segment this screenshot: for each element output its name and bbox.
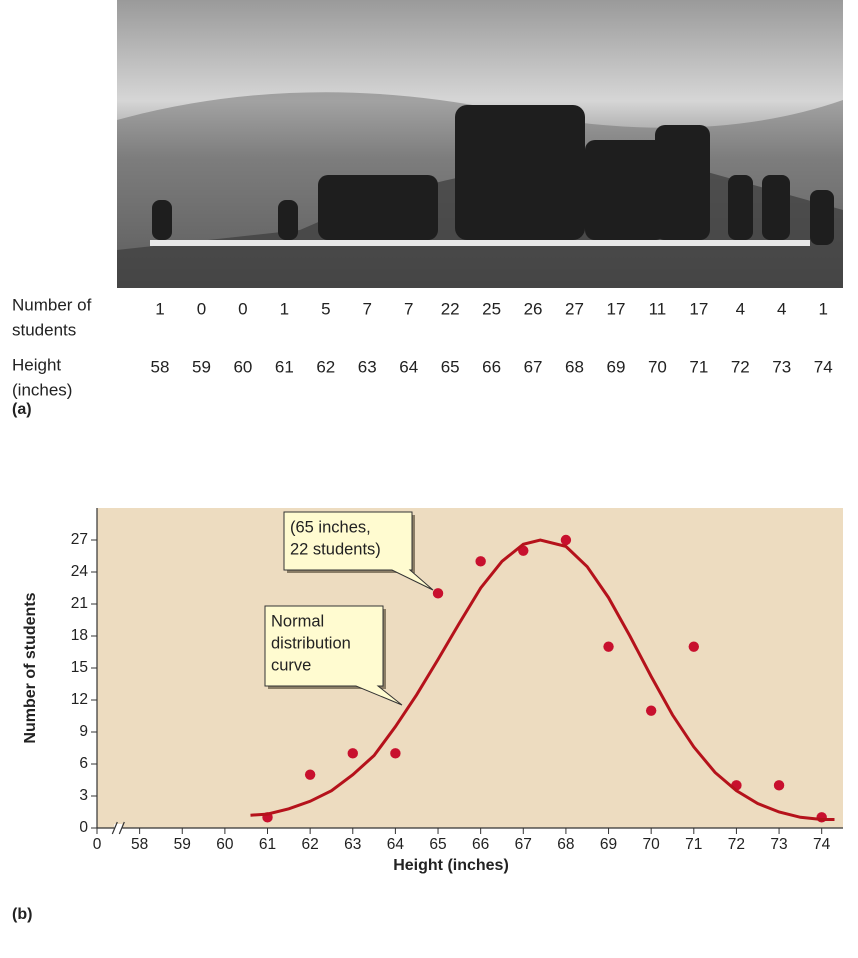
data-point (603, 641, 614, 652)
data-point (688, 641, 699, 652)
x-tick-label: 59 (174, 836, 191, 853)
data-point (432, 588, 444, 599)
x-tick-label: 63 (344, 836, 361, 853)
count-cell: 5 (321, 299, 330, 318)
x-tick-label: 65 (429, 836, 446, 853)
y-tick-label: 3 (79, 787, 88, 804)
height-cell: 69 (606, 357, 625, 376)
y-tick-label: 21 (71, 595, 88, 612)
y-tick-label: 0 (79, 819, 88, 836)
height-cell: 64 (399, 357, 418, 376)
data-point (773, 780, 785, 791)
count-cell: 17 (689, 299, 708, 318)
height-cell: 60 (233, 357, 252, 376)
data-point (390, 748, 401, 759)
x-tick-label: 60 (216, 836, 234, 853)
height-cell: 73 (772, 357, 791, 376)
panel-label: (a) (12, 401, 32, 418)
axis-break (118, 821, 125, 835)
x-tick-label: 68 (557, 836, 574, 853)
x-tick-label: 73 (770, 836, 787, 853)
x-tick-label: 70 (643, 836, 661, 853)
count-cell: 25 (482, 299, 501, 318)
x-tick-label: 72 (728, 836, 745, 853)
count-cell: 1 (818, 299, 827, 318)
count-cell: 7 (363, 299, 372, 318)
plot-background (97, 508, 843, 828)
callout-box (283, 511, 434, 591)
height-cell: 67 (524, 357, 543, 376)
count-cell: 22 (441, 299, 460, 318)
x-tick-label: 58 (131, 836, 148, 853)
x-tick-label: 0 (93, 836, 102, 853)
panel-label: (b) (12, 906, 32, 923)
height-cell: 68 (565, 357, 584, 376)
y-tick-label: 9 (79, 723, 88, 740)
y-tick-label: 24 (71, 563, 89, 580)
count-cell: 26 (524, 299, 543, 318)
count-cell: 17 (606, 299, 625, 318)
height-cell: 59 (192, 357, 211, 376)
callout-text: curve (271, 656, 311, 674)
count-cell: 1 (155, 299, 164, 318)
data-point (645, 705, 657, 716)
y-tick-label: 18 (71, 627, 88, 644)
x-tick-label: 71 (685, 836, 702, 853)
row-label: students (12, 320, 76, 339)
x-tick-label: 64 (387, 836, 405, 853)
x-tick-label: 62 (302, 836, 319, 853)
height-cell: 62 (316, 357, 335, 376)
callout-text: 22 students) (290, 540, 381, 558)
count-cell: 4 (777, 299, 786, 318)
data-point (475, 556, 486, 567)
x-tick-label: 69 (600, 836, 617, 853)
x-tick-label: 66 (472, 836, 489, 853)
height-cell: 74 (814, 357, 833, 376)
data-point (560, 534, 572, 546)
axis-break-gap (114, 824, 123, 832)
row-label: Height (12, 355, 61, 374)
count-cell: 11 (649, 299, 667, 318)
axis-break (111, 821, 118, 835)
height-cell: 71 (689, 357, 708, 376)
fit-curve (250, 538, 835, 821)
x-tick-label: 74 (813, 836, 831, 853)
height-cell: 63 (358, 357, 377, 376)
count-cell: 0 (197, 299, 206, 318)
callout-text: Normal (271, 612, 324, 630)
height-cell: 65 (441, 357, 460, 376)
x-tick-label: 61 (259, 836, 276, 853)
data-point (347, 748, 358, 759)
y-axis-label: Number of students (22, 592, 39, 743)
count-cell: 4 (736, 299, 745, 318)
data-point (304, 769, 316, 780)
y-tick-label: 12 (71, 691, 88, 708)
y-tick-label: 6 (79, 755, 88, 772)
y-tick-label: 27 (71, 531, 88, 548)
x-tick-label: 67 (515, 836, 532, 853)
height-cell: 70 (648, 357, 667, 376)
count-cell: 0 (238, 299, 247, 318)
row-label: Number of (12, 295, 92, 314)
count-cell: 1 (280, 299, 289, 318)
callout-box (264, 605, 403, 706)
height-cell: 72 (731, 357, 750, 376)
row-label: (inches) (12, 380, 72, 399)
x-axis-label: Height (inches) (393, 857, 509, 874)
count-cell: 27 (565, 299, 584, 318)
callout-text: distribution (271, 634, 351, 652)
height-cell: 66 (482, 357, 501, 376)
callout-text: (65 inches, (290, 518, 371, 536)
height-cell: 61 (275, 357, 294, 376)
photo (117, 0, 843, 288)
count-cell: 7 (404, 299, 413, 318)
height-cell: 58 (151, 357, 170, 376)
y-tick-label: 15 (71, 659, 88, 676)
data-table: Number of students Height (inches) 1 0 0 1 5… (12, 295, 833, 399)
